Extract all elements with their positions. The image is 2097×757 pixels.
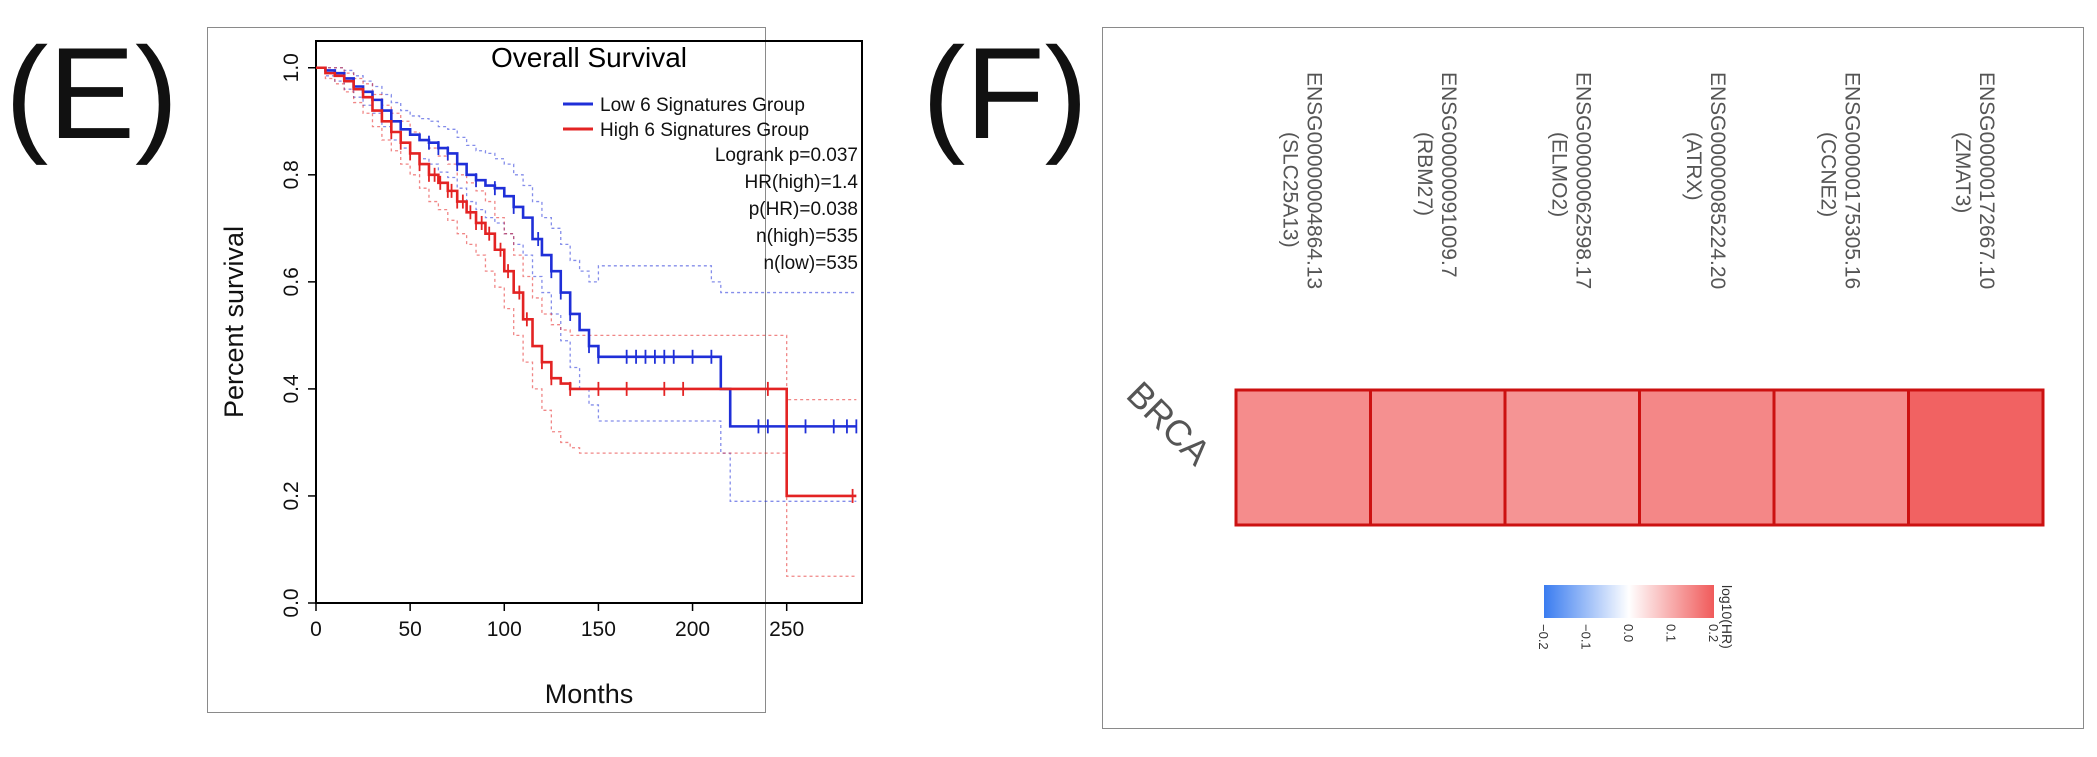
high-group-lower-ci bbox=[316, 67, 857, 577]
column-label: ENSG00000175305.16(CCNE2) bbox=[1816, 72, 1863, 289]
y-tick-label: 1.0 bbox=[280, 53, 303, 82]
y-tick-label: 0.4 bbox=[280, 374, 303, 404]
column-label: ENSG00000091009.7(RBM27) bbox=[1413, 72, 1460, 278]
stats-annotation: HR(high)=1.4 bbox=[744, 172, 858, 193]
column-label-gene: (ZMAT3) bbox=[1951, 132, 1974, 213]
column-label: ENSG00000004864.13(SLC25A13) bbox=[1278, 72, 1325, 289]
column-label-id: ENSG00000091009.7 bbox=[1437, 72, 1460, 278]
legend-entry: Low 6 Signatures Group bbox=[600, 95, 805, 116]
heatmap-cell bbox=[1503, 388, 1641, 527]
column-label: ENSG00000172667.10(ZMAT3) bbox=[1951, 72, 1998, 289]
low-group-lower-ci bbox=[316, 67, 857, 502]
column-label-id: ENSG00000062598.17 bbox=[1571, 72, 1594, 289]
stats-annotation: n(high)=535 bbox=[756, 226, 858, 247]
plot-area-box bbox=[315, 40, 863, 604]
column-label-id: ENSG00000172667.10 bbox=[1975, 72, 1998, 289]
colorbar-tick-label: −0.1 bbox=[1579, 624, 1594, 650]
high-group-upper-ci bbox=[316, 67, 857, 401]
colorbar-tick-label: 0.1 bbox=[1664, 624, 1679, 642]
colorbar-tick-label: 0.2 bbox=[1706, 624, 1721, 642]
column-label-id: ENSG00000004864.13 bbox=[1302, 72, 1325, 289]
column-label-gene: (SLC25A13) bbox=[1278, 132, 1301, 248]
chart-title: Overall Survival bbox=[491, 42, 687, 73]
colorbar-tick-label: 0.0 bbox=[1621, 624, 1636, 642]
x-tick-label: 50 bbox=[398, 618, 421, 641]
y-axis-label: Percent survival bbox=[219, 226, 249, 418]
x-tick-label: 200 bbox=[675, 618, 710, 641]
y-tick-label: 0.6 bbox=[280, 267, 303, 296]
column-label-id: ENSG00000085224.20 bbox=[1706, 72, 1729, 289]
colorbar-title-group: log10(HR) bbox=[1719, 585, 1735, 649]
row-label: BRCA bbox=[1119, 373, 1219, 473]
column-label-id: ENSG00000175305.16 bbox=[1840, 72, 1863, 289]
column-label-gene: (ATRX) bbox=[1682, 132, 1705, 200]
stats-annotation: Logrank p=0.037 bbox=[715, 145, 858, 166]
colorbar-title: log10(HR) bbox=[1719, 585, 1735, 649]
legend-entry: High 6 Signatures Group bbox=[600, 120, 809, 141]
panel-label-e: (E) bbox=[5, 20, 179, 166]
colorbar-tick-label: −0.2 bbox=[1536, 624, 1551, 650]
column-label-gene: (ELMO2) bbox=[1547, 132, 1570, 217]
column-label-gene: (RBM27) bbox=[1413, 132, 1436, 216]
stats-annotation: p(HR)=0.038 bbox=[749, 199, 858, 220]
column-label: ENSG00000085224.20(ATRX) bbox=[1682, 72, 1729, 289]
x-tick-label: 150 bbox=[581, 618, 616, 641]
x-tick-label: 250 bbox=[769, 618, 804, 641]
heatmap-cell bbox=[1772, 388, 1910, 527]
colorbar bbox=[1544, 585, 1714, 618]
column-label-gene: (CCNE2) bbox=[1816, 132, 1839, 217]
colorbar-tick: 0.0 bbox=[1621, 624, 1636, 642]
stats-annotation: n(low)=535 bbox=[763, 253, 858, 274]
x-tick-label: 0 bbox=[310, 618, 322, 641]
colorbar-tick: 0.2 bbox=[1706, 624, 1721, 642]
panel-label-f: (F) bbox=[922, 20, 1088, 166]
x-tick-label: 100 bbox=[487, 618, 522, 641]
low-group-survival-curve bbox=[316, 66, 857, 428]
heatmap-cell bbox=[1638, 388, 1776, 527]
colorbar-tick: −0.2 bbox=[1536, 624, 1551, 650]
survival-plot-frame bbox=[207, 27, 766, 713]
heatmap-cell bbox=[1369, 388, 1507, 527]
colorbar-tick: 0.1 bbox=[1664, 624, 1679, 642]
y-tick-label: 0.2 bbox=[280, 481, 303, 510]
y-tick-label: 0.8 bbox=[280, 160, 303, 189]
x-axis-label: Months bbox=[545, 679, 634, 709]
column-label: ENSG00000062598.17(ELMO2) bbox=[1547, 72, 1594, 289]
colorbar-tick: −0.1 bbox=[1579, 624, 1594, 650]
y-tick-label: 0.0 bbox=[280, 588, 303, 617]
low-group-upper-ci bbox=[316, 67, 857, 294]
heatmap-cell bbox=[1907, 388, 2045, 527]
heatmap-cell bbox=[1234, 388, 1372, 527]
